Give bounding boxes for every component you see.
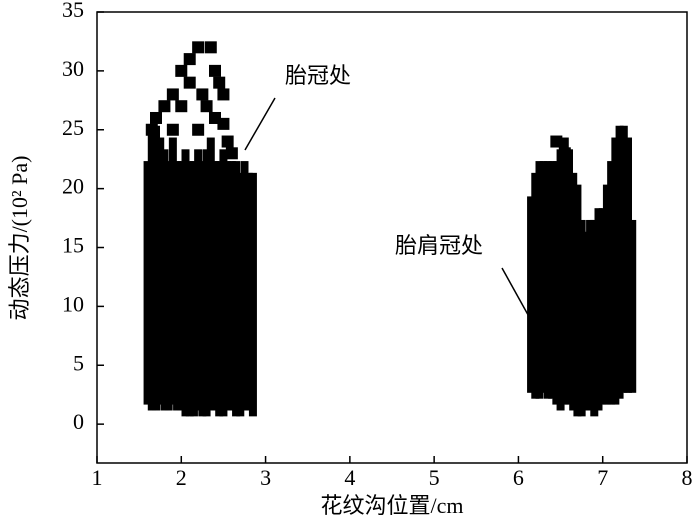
annotation: 胎冠处 [285,63,351,88]
range-bar [548,161,557,399]
range-bar [552,161,561,405]
plot-frame [96,11,688,464]
annotation: 胎肩冠处 [395,233,483,258]
point [213,76,226,89]
range-bar [185,161,194,417]
y-tick-label: 35 [62,0,84,22]
range-bar [581,231,590,411]
x-tick-label: 3 [260,465,271,490]
annotation-leader [244,97,276,151]
range-bar [227,161,236,411]
range-bar [219,149,228,417]
range-bar [598,208,607,405]
range-bar [211,161,219,411]
range-bar [173,161,182,411]
range-bar [565,149,573,405]
range-bar [628,219,637,393]
y-tick-label: 5 [73,350,84,375]
annotation-leader [501,267,533,323]
range-bar [181,149,190,417]
range-bar [602,184,611,405]
range-bar [240,161,249,411]
point [183,53,196,66]
x-axis-label: 花纹沟位置/cm [321,493,464,518]
range-bar [168,137,177,405]
point [150,111,162,124]
range-bar [577,219,586,417]
point [166,88,179,101]
point [183,76,196,89]
y-tick-label: 25 [62,115,84,140]
x-tick-label: 6 [513,465,524,490]
range-bar [611,137,620,405]
range-bar [236,172,245,417]
range-bar [535,161,544,399]
range-bar [615,125,624,399]
y-tick-label: 10 [62,291,84,316]
range-bar [556,149,565,411]
point [558,147,571,160]
range-bar [573,184,582,417]
range-bar [152,125,160,411]
x-tick-label: 1 [92,465,103,490]
range-bar [543,161,552,399]
range-bar [223,161,232,411]
range-bar [206,137,215,411]
point [225,147,238,160]
x-tick-label: 7 [597,465,608,490]
point [196,88,209,101]
point [217,88,230,101]
range-bar [160,149,169,411]
point [204,41,217,54]
range-bar [147,125,156,411]
point [192,41,205,54]
range-bar [560,137,569,405]
range-bar [143,161,152,405]
point [145,123,158,136]
range-bar [215,161,224,417]
range-bar [624,137,632,393]
range-bar [594,208,603,411]
range-bar [198,161,207,417]
range-bar [569,172,578,411]
point [166,123,179,136]
range-bar [590,219,599,417]
range-bar [248,172,257,417]
range-bar [189,161,198,417]
point [550,135,563,148]
point [221,135,234,148]
range-bar [619,125,628,393]
point [192,123,205,136]
y-tick-label: 15 [62,233,84,258]
x-tick-label: 5 [429,465,440,490]
y-tick-label: 30 [62,56,84,81]
point [158,100,171,113]
x-tick-label: 4 [344,465,355,490]
point [175,100,188,113]
range-bar [607,161,616,405]
x-tick-label: 8 [682,465,693,490]
y-axis-label: 动态压力/(10² Pa) [7,156,32,321]
range-bar [194,149,203,411]
range-bar [232,161,241,417]
range-bar [202,149,211,417]
point [175,64,188,77]
range-bar [244,172,253,411]
range-bar [531,172,540,399]
range-bar [156,137,165,405]
range-bar [539,161,548,393]
range-bar [177,161,186,411]
x-tick-label: 2 [176,465,187,490]
range-bar [586,219,595,411]
range-bar [527,196,536,393]
y-tick-label: 20 [62,174,84,199]
point [200,100,213,113]
point [209,64,221,77]
range-bar [164,161,173,411]
point [217,117,230,130]
y-tick-label: 0 [73,409,84,434]
